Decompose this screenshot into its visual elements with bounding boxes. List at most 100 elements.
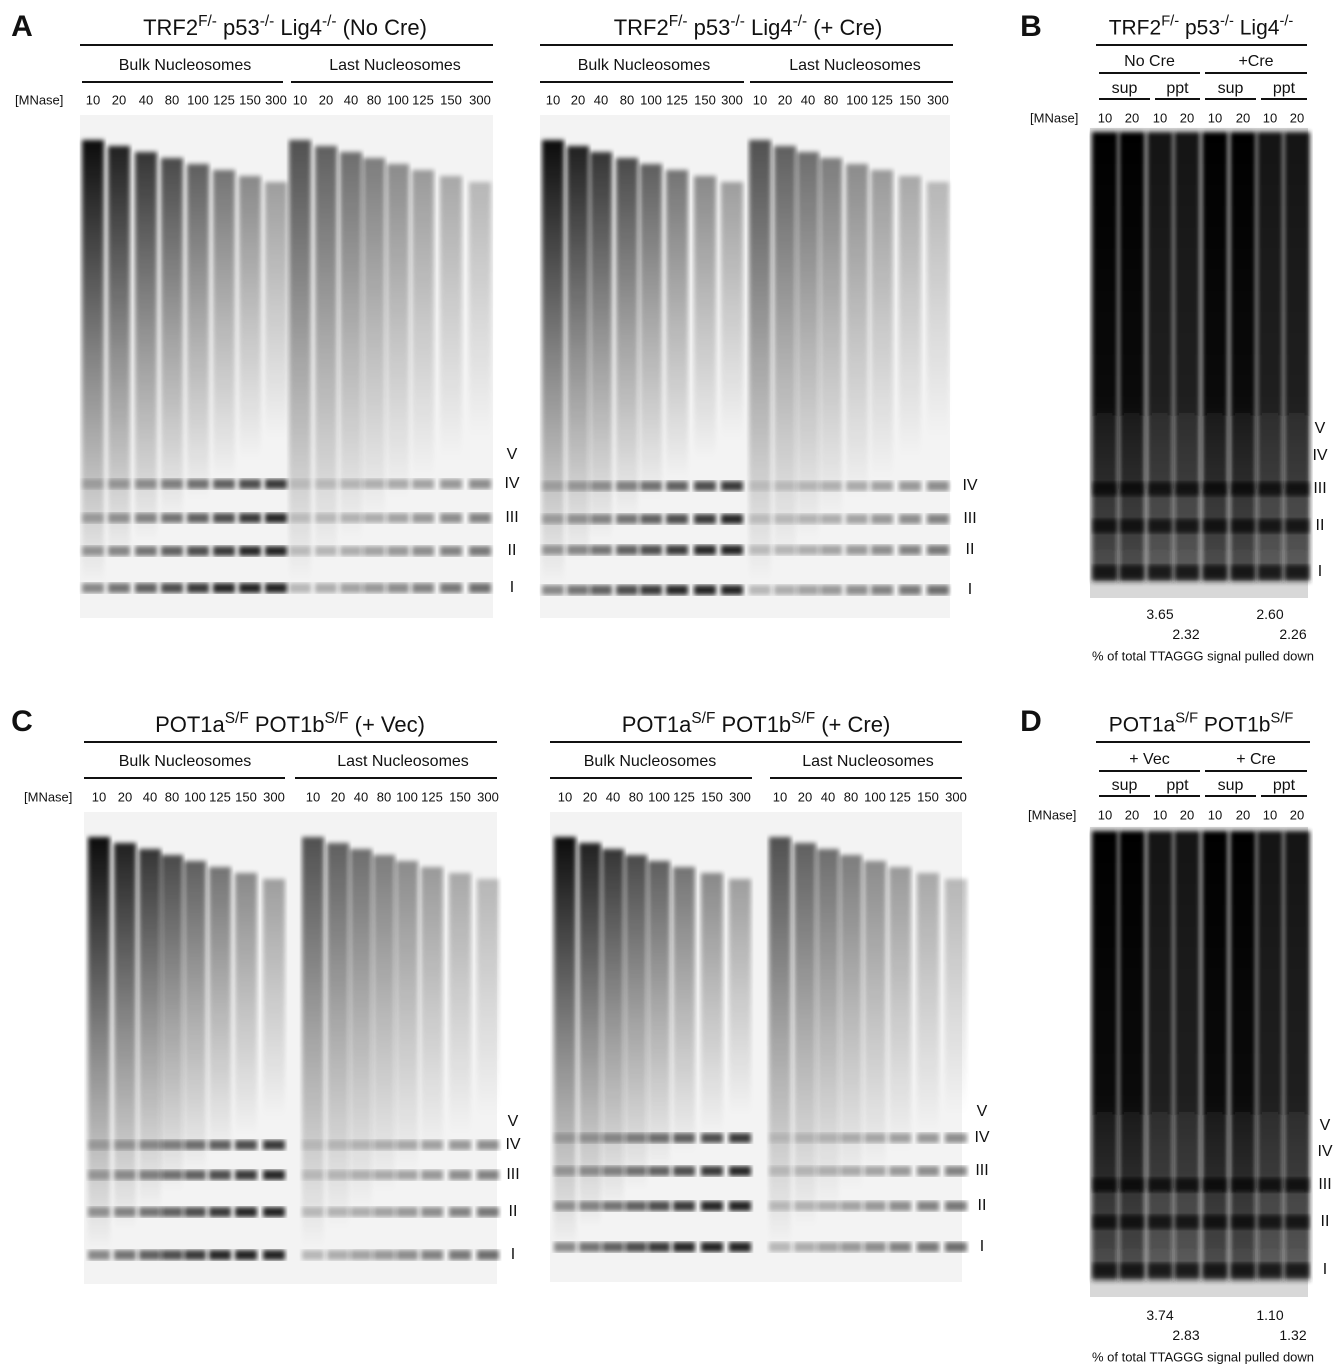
gel-band xyxy=(184,1140,206,1150)
gel-band xyxy=(554,1166,576,1176)
gel-band xyxy=(542,481,564,491)
band-marker: I xyxy=(979,1238,985,1255)
title-text: p53 xyxy=(687,15,731,40)
gel-band xyxy=(213,513,235,523)
gel-band xyxy=(694,545,716,555)
rule xyxy=(1099,795,1150,797)
rule xyxy=(84,741,497,743)
gel-band xyxy=(602,1201,624,1211)
lane-label: 80 xyxy=(619,92,635,108)
gel-smear xyxy=(1119,831,1145,1281)
gel-smear xyxy=(871,170,893,481)
band-marker: IV xyxy=(504,475,520,492)
gel-band xyxy=(315,546,337,556)
band-marker: III xyxy=(506,1166,520,1183)
gel-band xyxy=(820,545,842,555)
gel-band xyxy=(640,514,662,524)
gel-smear xyxy=(579,843,601,1229)
lane-label: 20 xyxy=(117,789,133,805)
gel-band xyxy=(567,481,589,491)
gel-band xyxy=(235,1140,257,1150)
gel-smear xyxy=(209,867,231,1156)
gel-band xyxy=(302,1170,324,1180)
band-marker: III xyxy=(505,509,519,526)
group-label: Last Nucleosomes xyxy=(789,57,921,74)
gel-smear xyxy=(1230,831,1256,1281)
gel-smear xyxy=(161,158,183,522)
lane-label: 20 xyxy=(1124,110,1140,126)
title-text: TRF2 xyxy=(143,15,199,40)
group-label: Last Nucleosomes xyxy=(802,753,934,770)
gel-smear xyxy=(817,849,839,1210)
gel-band xyxy=(340,583,362,593)
gel-smear xyxy=(235,873,257,1137)
gel-band xyxy=(694,481,716,491)
gel-band xyxy=(363,479,385,489)
title-superscript: F/- xyxy=(198,12,217,30)
panel-letter: D xyxy=(1020,705,1042,738)
rule xyxy=(770,777,962,779)
gel-smear xyxy=(673,867,695,1154)
gel-smear xyxy=(899,176,921,460)
gel-band xyxy=(209,1207,231,1217)
lane-label: 300 xyxy=(469,92,491,108)
gel-smear xyxy=(1147,831,1173,1281)
gel-band xyxy=(1258,565,1282,579)
gel-band xyxy=(567,585,589,595)
gel-band xyxy=(817,1242,839,1252)
gel-band xyxy=(477,1207,499,1217)
gel-band xyxy=(289,513,311,523)
gel-band xyxy=(387,513,409,523)
gel-title: POT1aS/F POT1bS/F (+ Vec) xyxy=(155,711,425,736)
title-superscript: S/F xyxy=(1270,710,1294,727)
gel-band xyxy=(871,481,893,491)
gel-band xyxy=(421,1170,443,1180)
gel-band xyxy=(927,545,949,555)
gel-band xyxy=(440,546,462,556)
gel-band xyxy=(729,1201,751,1211)
condition-label: +Cre xyxy=(1238,53,1274,70)
gel-title: POT1aS/F POT1bS/F (+ Cre) xyxy=(622,711,891,736)
gel-band xyxy=(327,1170,349,1180)
gel-band xyxy=(729,1166,751,1176)
lane-label: 150 xyxy=(694,92,716,108)
gel-band xyxy=(794,1133,816,1143)
lane-label: 300 xyxy=(265,92,287,108)
lane-label: 100 xyxy=(640,92,662,108)
gel-band xyxy=(449,1250,471,1260)
rule xyxy=(1099,770,1200,772)
gel-band xyxy=(373,1170,395,1180)
gel-band xyxy=(108,546,130,556)
gel-band xyxy=(871,545,893,555)
gel-band xyxy=(864,1201,886,1211)
rule xyxy=(1096,44,1307,46)
gel-band xyxy=(412,479,434,489)
gel-band xyxy=(1285,1178,1309,1192)
gel-band xyxy=(1148,519,1172,533)
rule xyxy=(84,777,285,779)
gel-band xyxy=(82,479,104,489)
gel-smear xyxy=(82,140,104,583)
band-marker: II xyxy=(508,1203,518,1220)
gel-band xyxy=(1175,1178,1199,1192)
lane-label: 150 xyxy=(440,92,462,108)
lane-label: 125 xyxy=(889,789,911,805)
gel-band xyxy=(846,514,868,524)
lane-label: 100 xyxy=(187,92,209,108)
gel-band xyxy=(579,1201,601,1211)
gel-smear xyxy=(820,158,842,522)
gel-band xyxy=(899,481,921,491)
gel-band xyxy=(1258,1263,1282,1277)
gel-smear xyxy=(396,861,418,1175)
gel-band xyxy=(387,583,409,593)
gel-band xyxy=(1093,565,1117,579)
gel-band xyxy=(1093,1263,1117,1277)
gel-smear xyxy=(421,867,443,1156)
condition-label: + Vec xyxy=(1129,751,1170,768)
gel-smear xyxy=(1174,132,1200,582)
rule xyxy=(550,777,752,779)
gel-band xyxy=(340,546,362,556)
gel-band xyxy=(421,1140,443,1150)
gel-band xyxy=(701,1133,723,1143)
fraction-label: sup xyxy=(1111,80,1138,97)
